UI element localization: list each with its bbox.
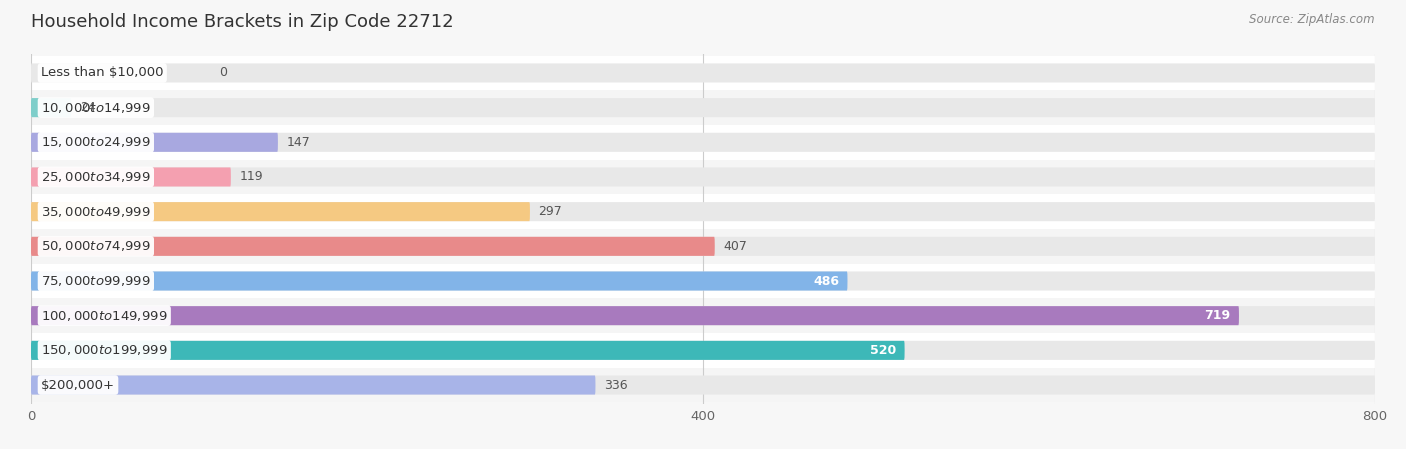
FancyBboxPatch shape [31, 160, 1375, 194]
Text: Source: ZipAtlas.com: Source: ZipAtlas.com [1250, 13, 1375, 26]
FancyBboxPatch shape [31, 306, 1239, 325]
FancyBboxPatch shape [31, 194, 1375, 229]
Text: Household Income Brackets in Zip Code 22712: Household Income Brackets in Zip Code 22… [31, 13, 454, 31]
FancyBboxPatch shape [31, 237, 714, 256]
FancyBboxPatch shape [31, 56, 1375, 90]
FancyBboxPatch shape [31, 229, 1375, 264]
FancyBboxPatch shape [31, 167, 231, 186]
FancyBboxPatch shape [31, 167, 1375, 186]
Text: 719: 719 [1205, 309, 1230, 322]
FancyBboxPatch shape [31, 368, 1375, 402]
FancyBboxPatch shape [31, 125, 1375, 160]
FancyBboxPatch shape [31, 63, 1375, 83]
Text: 336: 336 [603, 379, 627, 392]
Text: 486: 486 [813, 274, 839, 287]
FancyBboxPatch shape [31, 333, 1375, 368]
Text: 297: 297 [538, 205, 562, 218]
FancyBboxPatch shape [31, 133, 278, 152]
FancyBboxPatch shape [31, 264, 1375, 298]
Text: $35,000 to $49,999: $35,000 to $49,999 [41, 205, 150, 219]
Text: $75,000 to $99,999: $75,000 to $99,999 [41, 274, 150, 288]
FancyBboxPatch shape [31, 341, 1375, 360]
Text: $150,000 to $199,999: $150,000 to $199,999 [41, 343, 167, 357]
FancyBboxPatch shape [31, 272, 848, 291]
Text: $15,000 to $24,999: $15,000 to $24,999 [41, 135, 150, 150]
FancyBboxPatch shape [31, 133, 1375, 152]
Text: $10,000 to $14,999: $10,000 to $14,999 [41, 101, 150, 114]
FancyBboxPatch shape [31, 375, 596, 395]
FancyBboxPatch shape [31, 98, 1375, 117]
Text: $200,000+: $200,000+ [41, 379, 115, 392]
FancyBboxPatch shape [31, 306, 1375, 325]
Text: $50,000 to $74,999: $50,000 to $74,999 [41, 239, 150, 253]
FancyBboxPatch shape [31, 272, 1375, 291]
FancyBboxPatch shape [31, 202, 1375, 221]
Text: 147: 147 [287, 136, 311, 149]
Text: 407: 407 [723, 240, 747, 253]
FancyBboxPatch shape [31, 98, 72, 117]
Text: 0: 0 [219, 66, 228, 79]
Text: 119: 119 [239, 171, 263, 184]
Text: 24: 24 [80, 101, 96, 114]
FancyBboxPatch shape [31, 298, 1375, 333]
Text: $100,000 to $149,999: $100,000 to $149,999 [41, 308, 167, 323]
Text: Less than $10,000: Less than $10,000 [41, 66, 163, 79]
FancyBboxPatch shape [31, 341, 904, 360]
FancyBboxPatch shape [31, 202, 530, 221]
Text: 520: 520 [870, 344, 896, 357]
FancyBboxPatch shape [31, 90, 1375, 125]
FancyBboxPatch shape [31, 375, 1375, 395]
Text: $25,000 to $34,999: $25,000 to $34,999 [41, 170, 150, 184]
FancyBboxPatch shape [31, 237, 1375, 256]
